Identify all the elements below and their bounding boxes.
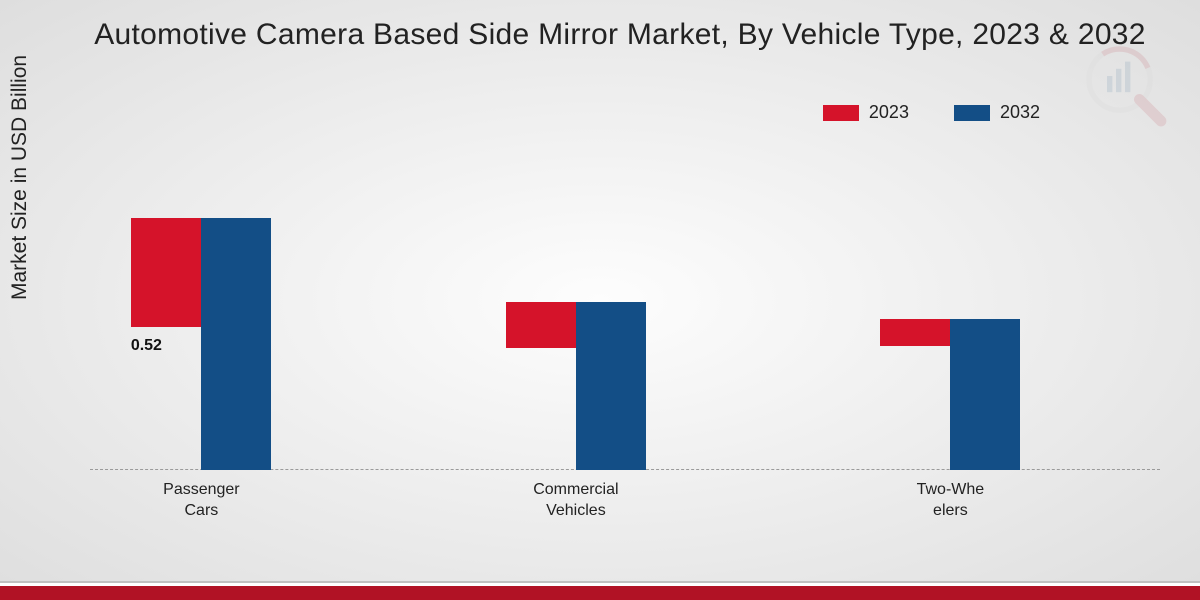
chart-plot-area: 0.52 Passenger Cars Commercial Vehicles … — [90, 155, 1160, 470]
bar-2023 — [131, 218, 201, 327]
category-label: Commercial Vehicles — [486, 480, 666, 522]
chart-title: Automotive Camera Based Side Mirror Mark… — [80, 18, 1160, 52]
bar-2023 — [880, 319, 950, 346]
bar-2032 — [201, 218, 271, 470]
y-axis-label: Market Size in USD Billion — [8, 55, 32, 300]
legend-label: 2032 — [1000, 102, 1040, 123]
category-label: Passenger Cars — [111, 480, 291, 522]
bar-2032 — [950, 319, 1020, 470]
legend: 2023 2032 — [823, 102, 1040, 123]
legend-swatch — [954, 105, 990, 121]
bar-group: Commercial Vehicles — [486, 302, 666, 470]
bar-group: Two-Whe elers — [860, 319, 1040, 470]
bar-data-label: 0.52 — [116, 337, 176, 355]
bar-group: 0.52 Passenger Cars — [111, 218, 291, 470]
legend-swatch — [823, 105, 859, 121]
legend-label: 2023 — [869, 102, 909, 123]
legend-item-2032: 2032 — [954, 102, 1040, 123]
category-label: Two-Whe elers — [860, 480, 1040, 522]
bar-2032 — [576, 302, 646, 470]
legend-item-2023: 2023 — [823, 102, 909, 123]
footer-bar — [0, 586, 1200, 600]
bar-2023 — [506, 302, 576, 348]
watermark-logo — [1080, 40, 1170, 130]
